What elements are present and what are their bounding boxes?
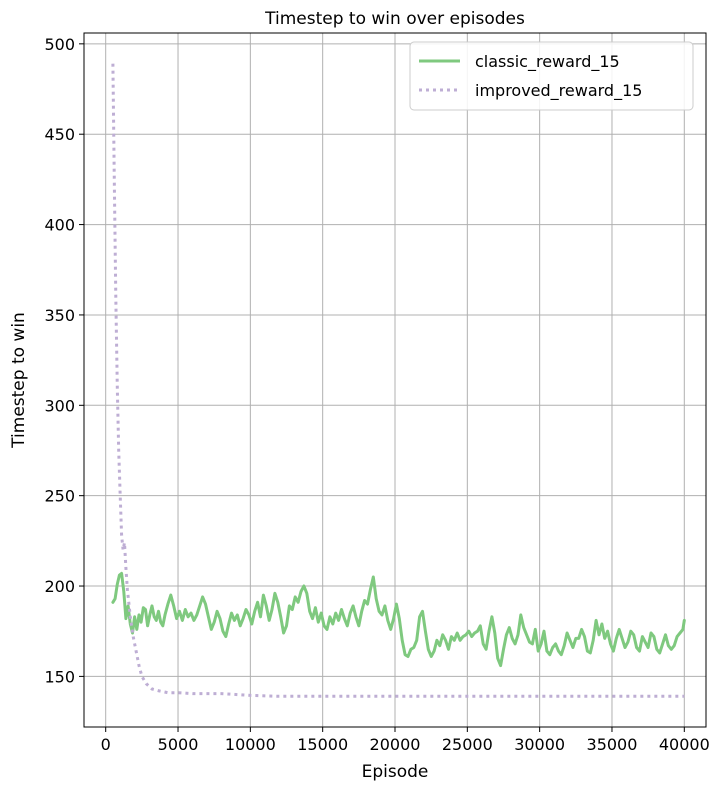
x-tick-label: 15000 [297,735,348,754]
legend-label: improved_reward_15 [475,81,642,101]
y-tick-label: 350 [44,306,75,325]
y-tick-label: 400 [44,216,75,235]
x-tick-label: 25000 [442,735,493,754]
y-tick-label: 250 [44,487,75,506]
x-tick-label: 0 [101,735,111,754]
y-tick-label: 200 [44,577,75,596]
x-tick-label: 35000 [587,735,638,754]
y-axis-label: Timestep to win [9,312,29,449]
grid [84,33,706,727]
legend-box [409,41,694,111]
series-line-improved_reward_15 [111,63,685,698]
x-tick-label: 30000 [514,735,565,754]
y-tick-label: 500 [44,35,75,54]
legend: classic_reward_15 improved_reward_15 [409,41,694,111]
x-axis-label: Episode [362,762,429,782]
y-tick-label: 150 [44,667,75,686]
x-tick-label: 40000 [659,735,710,754]
y-tick-label: 300 [44,396,75,415]
axis-ticks: 0 5000 10000 15000 20000 25000 30000 35000 40000… [44,35,709,754]
legend-label: classic_reward_15 [475,52,620,72]
plot-area [111,63,686,698]
x-tick-label: 10000 [225,735,276,754]
series-line-classic_reward_15 [111,571,686,668]
chart-title: Timestep to win over episodes [264,9,525,29]
x-tick-label: 5000 [158,735,199,754]
x-tick-label: 20000 [370,735,421,754]
y-tick-label: 450 [44,125,75,144]
